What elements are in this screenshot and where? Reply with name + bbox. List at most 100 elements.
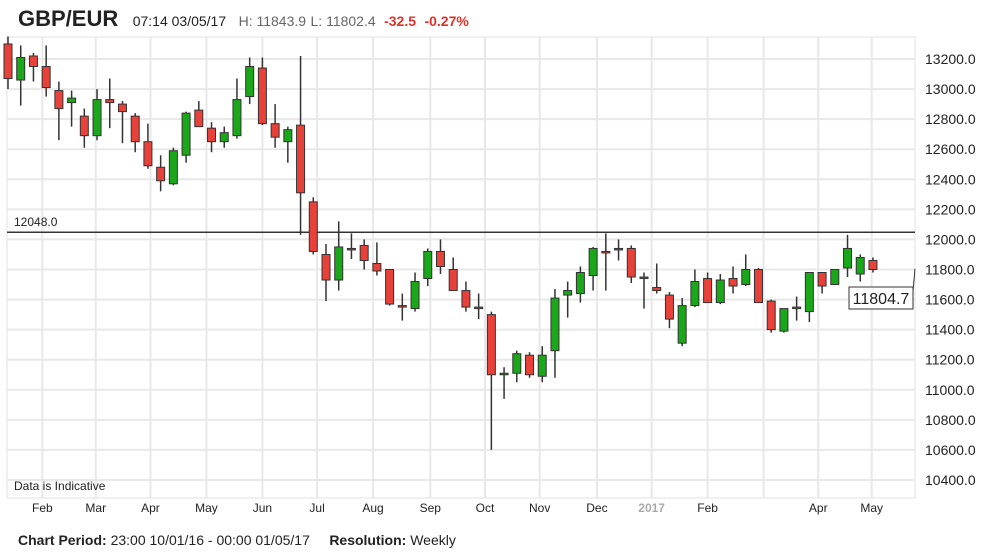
candle-body [207, 127, 217, 143]
candle-body [448, 269, 458, 292]
candle-body [296, 124, 306, 194]
candle-body [435, 250, 445, 267]
y-tick-label: 11400.0 [925, 322, 975, 338]
candle-body [614, 247, 624, 251]
candle-body [117, 103, 127, 113]
candle-body [843, 247, 853, 269]
candle-body [423, 250, 433, 280]
candle-body [54, 90, 64, 110]
candle-body [270, 123, 280, 138]
quote-change-pct: -0.27% [424, 13, 469, 29]
candle-body [308, 201, 318, 252]
x-tick-label: Feb [32, 501, 53, 515]
reference-line-label: 12048.0 [14, 215, 58, 229]
candle-body [41, 66, 51, 89]
candle-body [703, 278, 713, 304]
y-tick-label: 12000.0 [925, 231, 976, 247]
candle-body [92, 99, 102, 137]
candle-body [245, 66, 255, 98]
candle-body [67, 97, 77, 104]
resolution-label: Resolution: [329, 532, 407, 548]
y-tick-label: 10800.0 [925, 412, 976, 428]
y-tick-label: 12400.0 [925, 171, 976, 187]
candle-body [817, 272, 827, 287]
candle-body [474, 306, 484, 310]
candle-body [194, 109, 204, 128]
candle-body [410, 281, 420, 310]
candle-body [741, 269, 751, 286]
candle-body [652, 287, 662, 292]
x-tick-label: Oct [476, 501, 495, 515]
candle-body [79, 115, 89, 137]
candle-body [130, 115, 140, 143]
x-tick-label: May [860, 501, 883, 515]
candle-body [588, 247, 598, 277]
candle-body [461, 290, 471, 308]
y-tick-label: 10600.0 [925, 442, 976, 458]
y-tick-label: 11000.0 [925, 382, 975, 398]
candle-body [346, 247, 356, 251]
candle-body [283, 129, 293, 143]
candle-body [372, 262, 382, 272]
candle-body [143, 141, 153, 167]
x-tick-label: Aug [362, 501, 383, 515]
candle-body [550, 297, 560, 352]
candle-body [766, 300, 776, 331]
y-tick-label: 11200.0 [925, 352, 975, 368]
quote-low: L: 11802.4 [310, 13, 376, 29]
candle-body [512, 353, 522, 374]
candle-body [359, 244, 369, 261]
candle-body [3, 43, 13, 80]
period-label: Chart Period: [18, 532, 107, 548]
candle-body [792, 306, 802, 310]
quote-header: GBP/EUR 07:14 03/05/17 H: 11843.9 L: 118… [18, 6, 469, 32]
candle-body [715, 279, 725, 304]
candle-body [334, 246, 344, 281]
candle-body [626, 247, 636, 278]
candle-body [525, 354, 535, 376]
chart-footer: Chart Period: 23:00 10/01/16 - 00:00 01/… [18, 532, 456, 548]
candle-body [385, 269, 395, 305]
x-tick-label: Sep [420, 501, 442, 515]
candle-body [499, 372, 509, 376]
candle-body [664, 294, 674, 320]
y-tick-label: 13000.0 [925, 81, 976, 97]
candle-body [321, 253, 331, 281]
candle-body [575, 272, 585, 295]
candle-body [830, 269, 840, 286]
x-tick-label: 2017 [638, 501, 665, 515]
y-tick-label: 10400.0 [925, 472, 976, 488]
candle-body [563, 290, 573, 296]
candle-body [397, 305, 407, 308]
quote-change: -32.5 [384, 13, 417, 29]
x-tick-label: Jun [253, 501, 272, 515]
period-value: 23:00 10/01/16 - 00:00 01/05/17 [110, 532, 310, 548]
candle-body [855, 256, 865, 275]
x-tick-label: Jul [309, 501, 324, 515]
y-tick-label: 12600.0 [925, 141, 976, 157]
candle-body [28, 55, 38, 68]
last-price-box [848, 286, 914, 310]
y-tick-label: 12800.0 [925, 111, 976, 127]
candle-body [601, 250, 611, 254]
x-tick-label: Feb [697, 501, 718, 515]
candle-body [105, 99, 115, 104]
candle-body [753, 269, 763, 304]
x-tick-label: Dec [586, 501, 607, 515]
candle-body [181, 112, 191, 156]
symbol-title: GBP/EUR [18, 6, 119, 31]
candle-body [168, 150, 178, 185]
candle-body [779, 308, 789, 332]
candle-body [537, 354, 547, 377]
candle-body [728, 278, 738, 287]
candle-body [232, 99, 242, 137]
resolution-value: Weekly [410, 532, 456, 548]
candle-body [486, 314, 496, 376]
x-tick-label: Apr [141, 501, 160, 515]
candle-body [219, 132, 229, 143]
candle-body [804, 272, 814, 313]
y-tick-label: 13200.0 [925, 51, 976, 67]
indicative-note: Data is Indicative [14, 479, 106, 493]
